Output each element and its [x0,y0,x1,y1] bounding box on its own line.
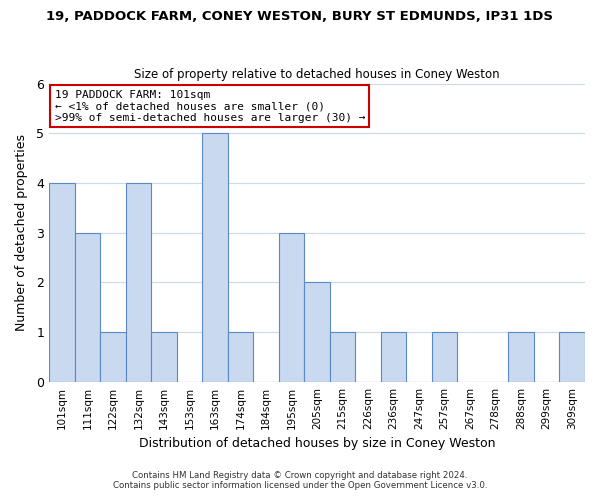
Bar [202,133,228,382]
Bar [151,332,177,382]
Text: Contains HM Land Registry data © Crown copyright and database right 2024.
Contai: Contains HM Land Registry data © Crown c… [113,470,487,490]
Bar [49,183,75,382]
Bar [75,232,100,382]
Bar [100,332,126,382]
X-axis label: Distribution of detached houses by size in Coney Weston: Distribution of detached houses by size … [139,437,496,450]
Bar [126,183,151,382]
Bar [432,332,457,382]
Bar [279,232,304,382]
Bar [228,332,253,382]
Bar [330,332,355,382]
Bar [559,332,585,382]
Text: 19, PADDOCK FARM, CONEY WESTON, BURY ST EDMUNDS, IP31 1DS: 19, PADDOCK FARM, CONEY WESTON, BURY ST … [47,10,554,23]
Title: Size of property relative to detached houses in Coney Weston: Size of property relative to detached ho… [134,68,500,81]
Text: 19 PADDOCK FARM: 101sqm
← <1% of detached houses are smaller (0)
>99% of semi-de: 19 PADDOCK FARM: 101sqm ← <1% of detache… [55,90,365,122]
Bar [508,332,534,382]
Y-axis label: Number of detached properties: Number of detached properties [15,134,28,331]
Bar [304,282,330,382]
Bar [381,332,406,382]
